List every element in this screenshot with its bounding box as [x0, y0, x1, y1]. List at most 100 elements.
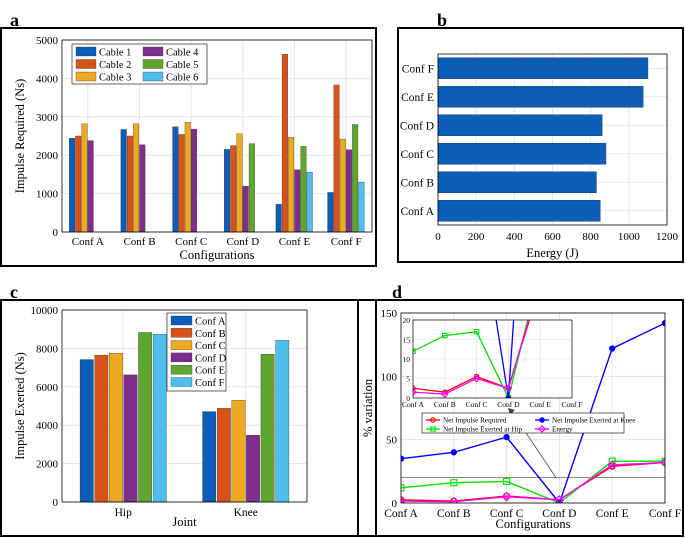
x-axis-label: Configurations [496, 517, 571, 531]
y-tick-label: 4000 [36, 73, 59, 85]
chart-c: 0 2000 4000 6000 8000 10000 Hip Knee Joint Impuls… [13, 305, 308, 529]
legend: Net Impulse Required Net Impulse Exerted … [421, 412, 635, 434]
data-point [473, 328, 480, 335]
inset-x-tick-label: Conf B [434, 400, 456, 409]
y-tick-label: 5000 [36, 35, 59, 47]
inset-x-tick-label: Conf C [466, 400, 488, 409]
legend-label: Conf F [195, 378, 225, 389]
panel-letter-b: b [437, 10, 447, 30]
y-tick-label: 0 [53, 227, 59, 239]
x-axis-label: Energy (J) [526, 246, 578, 260]
data-point [538, 425, 546, 433]
y-tick-label: 8000 [36, 343, 59, 355]
y-tick-label: 10000 [31, 305, 59, 317]
inset-y-tick-label: 20 [403, 316, 411, 325]
chart-b: 0 200 400 600 800 1000 1200 Conf A Conf B Conf C C… [400, 53, 679, 260]
y-tick-label: 100 [381, 371, 398, 383]
x-tick-label: Hip [115, 507, 133, 519]
bar [184, 122, 191, 233]
y-tick-label: 3000 [36, 112, 59, 124]
bar [437, 200, 601, 222]
x-tick-label: Conf C [175, 236, 207, 248]
axes-box [437, 53, 668, 226]
legend-label: Cable 1 [99, 48, 131, 59]
data-point [608, 457, 616, 465]
bar [275, 204, 282, 233]
x-tick-label: Conf D [542, 508, 576, 520]
bar [109, 353, 123, 503]
y-tick-label: 50 [386, 435, 398, 447]
inset-y-tick-label: 0 [406, 394, 410, 403]
bar [346, 149, 352, 233]
bar [69, 138, 75, 233]
bar [437, 86, 644, 108]
x-tick-label: 1200 [656, 231, 679, 243]
x-tick-label: Conf A [72, 236, 104, 248]
bar [300, 146, 307, 233]
inset-series-group [413, 320, 531, 398]
y-tick-label: 150 [381, 308, 398, 320]
bar [87, 140, 94, 233]
x-tick-label: 1000 [618, 231, 641, 243]
legend-label: Cable 2 [99, 60, 131, 71]
series-group [401, 319, 665, 503]
data-point [609, 345, 616, 352]
legend-swatch [170, 315, 193, 326]
bar [437, 57, 649, 79]
data-point [660, 457, 665, 468]
y-tick-label: 0 [53, 497, 59, 509]
inset-x-tick-label: Conf D [497, 400, 520, 409]
data-point [449, 496, 459, 503]
legend-label: Net Impulse Exerted at Knee [552, 417, 635, 425]
x-tick-label: Conf B [437, 508, 471, 520]
bar [437, 114, 603, 136]
legend-swatch [75, 71, 97, 82]
legend-swatch [170, 340, 193, 350]
inset-x-tick-label: Conf A [402, 400, 424, 409]
data-point [539, 417, 545, 423]
bar [339, 138, 346, 233]
axes-box [400, 312, 666, 504]
x-axis-label: Configurations [180, 248, 255, 262]
axes-box [61, 309, 308, 503]
data-point [472, 374, 481, 383]
y-tick-label: 4000 [36, 420, 59, 432]
inset-series-line [413, 320, 530, 395]
data-point [430, 426, 436, 432]
bar [152, 334, 167, 503]
x-tick-label: Knee [234, 507, 258, 519]
inset-y-tick-label: 10 [403, 355, 411, 364]
legend-label: Conf C [195, 341, 226, 352]
bar [191, 128, 197, 233]
legend-swatch [170, 352, 193, 363]
data-point [401, 455, 405, 462]
bar [138, 332, 152, 503]
bar [202, 411, 217, 503]
inset-y-tick-label: 5 [406, 375, 410, 384]
x-tick-label: Conf F [331, 236, 362, 248]
x-tick-label: 800 [582, 231, 599, 243]
legend-label: Energy [552, 426, 573, 434]
x-tick-label: Conf F [649, 508, 681, 520]
y-tick-label: Conf F [402, 63, 434, 75]
bar [178, 134, 185, 233]
legend-label: Net Impulse Required [443, 417, 507, 425]
bar [230, 145, 237, 233]
data-point [401, 484, 405, 492]
bar [75, 135, 82, 233]
y-tick-label: 2000 [36, 150, 59, 162]
x-tick-label: Conf A [384, 508, 418, 520]
data-point [661, 319, 665, 327]
x-tick-label: Conf D [226, 236, 259, 248]
legend-swatch [75, 59, 97, 69]
panel-letter-c: c [10, 282, 18, 302]
legend-label: Cable 5 [166, 60, 198, 71]
inset-x-tick-label: Conf E [529, 400, 551, 409]
bar [133, 123, 140, 233]
bar [260, 354, 275, 503]
x-tick-label: 0 [435, 231, 441, 243]
x-tick-label: Conf B [123, 236, 155, 248]
